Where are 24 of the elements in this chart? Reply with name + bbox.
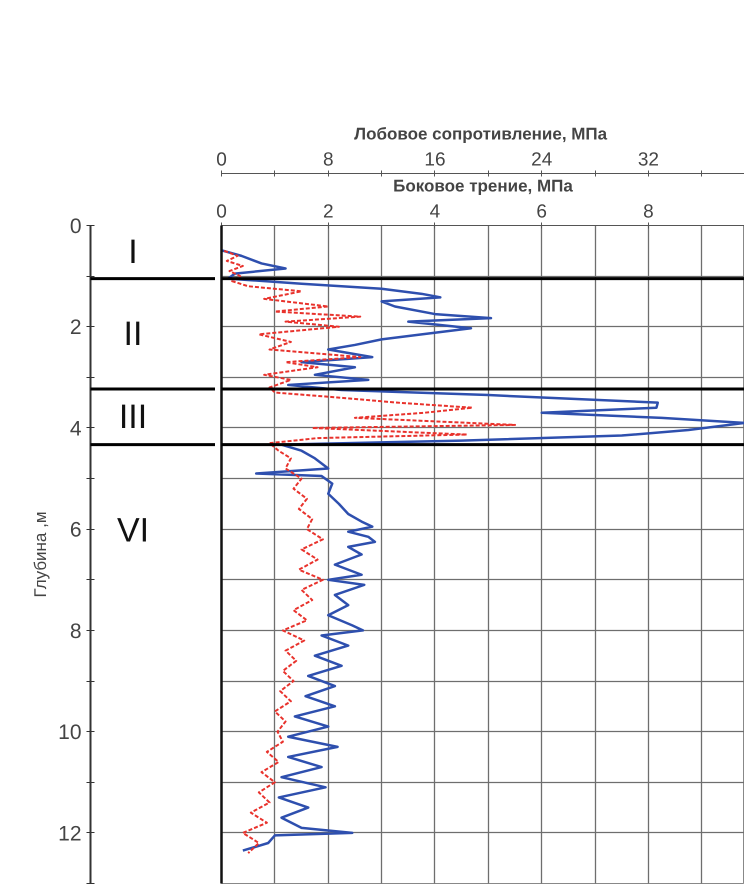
text: II [124,314,142,353]
x2-axis-title: Боковое трение, МПа [393,176,574,196]
x-axis-title: Лобовое сопротивление, МПа [354,124,608,144]
y-tick-label: 2 [70,316,82,340]
y-tick-label: 0 [70,215,82,238]
x-tick-label: 32 [638,150,660,170]
x2-tick-label: 2 [322,202,334,222]
text: I [128,233,138,272]
x2-tick-label: 4 [430,202,441,222]
x-tick-label: 24 [531,150,553,170]
y-axis-title: Глубина ,м [31,511,50,598]
x2-tick-label: 0 [216,202,227,222]
text: VI [116,512,150,550]
x2-tick-label: 8 [643,202,654,222]
text: III [118,398,148,436]
y-tick-label: 8 [70,620,82,643]
y-tick-label: 4 [70,417,82,440]
x-tick-label: 8 [322,150,334,170]
y-tick-label: 10 [58,721,82,744]
x-tick-label: 16 [424,150,446,170]
x2-tick-label: 6 [536,202,547,222]
x-tick-label: 0 [216,150,227,170]
y-tick-label: 6 [70,518,82,542]
y-tick-label: 12 [58,822,82,846]
